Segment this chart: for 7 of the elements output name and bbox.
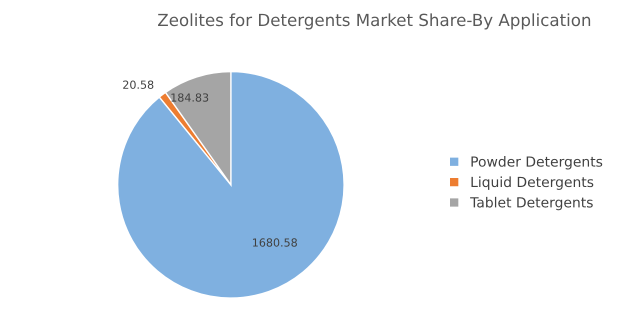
data-label: 20.58: [123, 80, 154, 89]
chart-title: Zeolites for Detergents Market Share-By Application: [158, 13, 590, 30]
legend-label: Tablet Detergents: [470, 196, 593, 210]
data-label: 184.83: [171, 93, 208, 102]
legend-label: Liquid Detergents: [471, 176, 594, 190]
legend-label: Powder Detergents: [471, 156, 602, 170]
data-label: 1680.58: [252, 238, 297, 247]
